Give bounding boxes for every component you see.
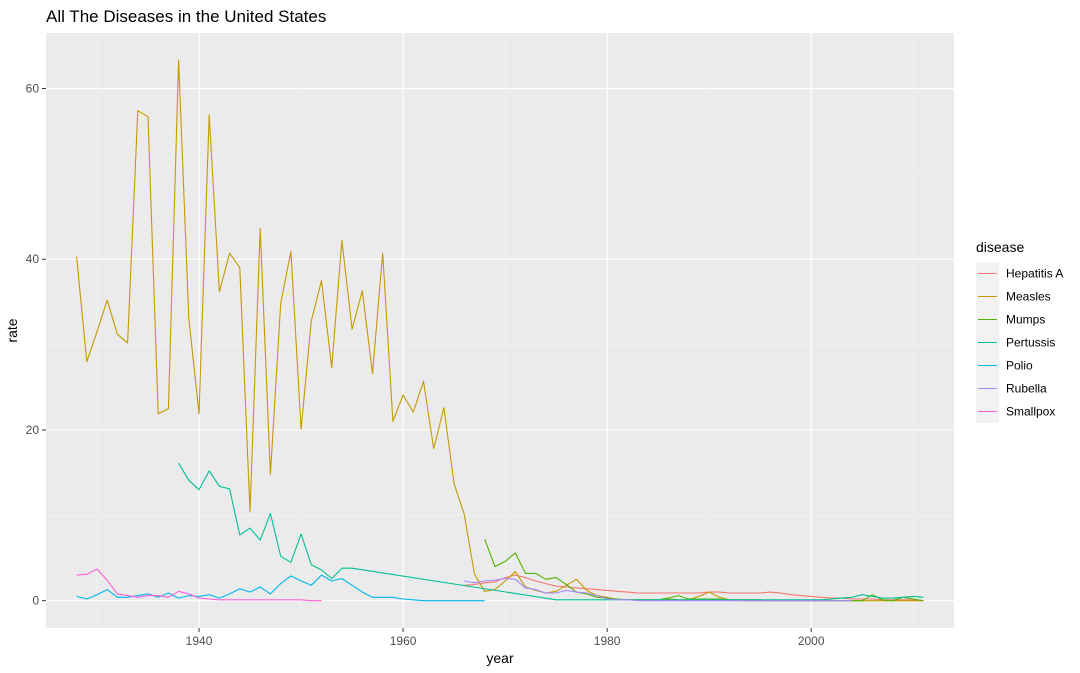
x-axis-title: year bbox=[486, 650, 514, 666]
series-line-rubella bbox=[464, 577, 852, 602]
series-lines bbox=[76, 59, 924, 602]
legend-title: disease bbox=[976, 239, 1024, 255]
minor-gridlines bbox=[46, 33, 954, 628]
plot-panel bbox=[46, 33, 954, 628]
legend-label-measles: Measles bbox=[1006, 290, 1051, 304]
legend-label-smallpox: Smallpox bbox=[1006, 405, 1055, 419]
legend-label-polio: Polio bbox=[1006, 359, 1033, 373]
y-axis: 0 20 40 60 bbox=[26, 81, 46, 608]
x-tick-label: 1960 bbox=[390, 634, 417, 648]
y-tick-label: 40 bbox=[26, 252, 40, 266]
y-tick-label: 20 bbox=[26, 423, 40, 437]
x-tick-label: 2000 bbox=[798, 634, 825, 648]
series-line-pertussis bbox=[178, 462, 924, 601]
y-axis-title: rate bbox=[4, 318, 20, 342]
y-tick-label: 60 bbox=[26, 81, 40, 95]
chart-title: All The Diseases in the United States bbox=[46, 7, 326, 26]
legend-label-pertussis: Pertussis bbox=[1006, 336, 1055, 350]
legend-label-mumps: Mumps bbox=[1006, 313, 1045, 327]
x-tick-label: 1980 bbox=[594, 634, 621, 648]
legend: disease Hepatitis A Measles Mumps Pertussis… bbox=[976, 239, 1063, 423]
y-tick-label: 0 bbox=[32, 594, 39, 608]
legend-label-rubella: Rubella bbox=[1006, 382, 1047, 396]
x-axis: 1940 1960 1980 2000 bbox=[186, 628, 825, 648]
x-tick-label: 1940 bbox=[186, 634, 213, 648]
series-line-polio bbox=[76, 574, 485, 602]
series-line-hepatitis-a bbox=[464, 574, 924, 602]
legend-label-hepatitis-a: Hepatitis A bbox=[1006, 267, 1063, 281]
series-line-smallpox bbox=[76, 568, 322, 602]
